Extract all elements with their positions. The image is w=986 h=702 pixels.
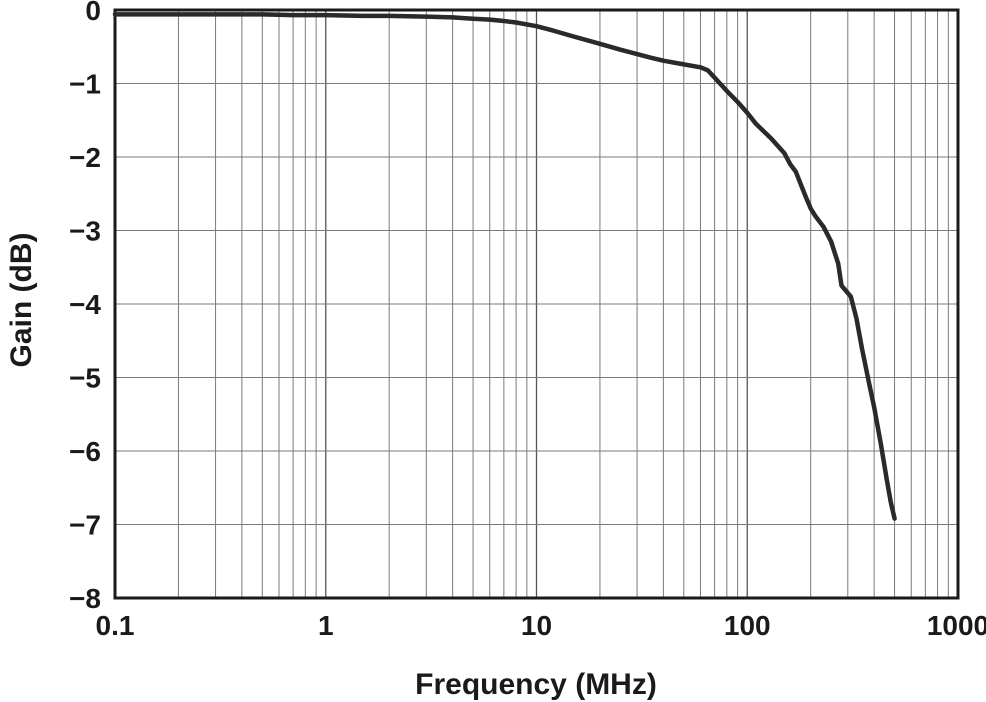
- x-tick-labels: 0.1 1 10 100 1000: [96, 610, 986, 641]
- svg-text:−5: −5: [69, 363, 101, 394]
- svg-text:10: 10: [521, 610, 552, 641]
- grid-lines: [115, 10, 958, 598]
- y-axis-label: Gain (dB): [5, 232, 38, 368]
- x-axis-label: Frequency (MHz): [415, 668, 657, 701]
- svg-text:−3: −3: [69, 216, 101, 247]
- svg-text:−7: −7: [69, 510, 101, 541]
- svg-text:−2: −2: [69, 142, 101, 173]
- svg-text:−4: −4: [69, 289, 101, 320]
- svg-text:100: 100: [724, 610, 771, 641]
- svg-text:1000: 1000: [927, 610, 986, 641]
- gain-curve: [112, 12, 897, 521]
- plot-frame: [113, 8, 960, 600]
- svg-text:0.1: 0.1: [96, 610, 135, 641]
- svg-text:1: 1: [318, 610, 334, 641]
- svg-text:0: 0: [85, 0, 101, 26]
- svg-text:−6: −6: [69, 436, 101, 467]
- svg-text:−8: −8: [69, 583, 101, 614]
- y-tick-labels: 0 −1 −2 −3 −4 −5 −6 −7 −8: [69, 0, 101, 614]
- svg-text:−1: −1: [69, 69, 101, 100]
